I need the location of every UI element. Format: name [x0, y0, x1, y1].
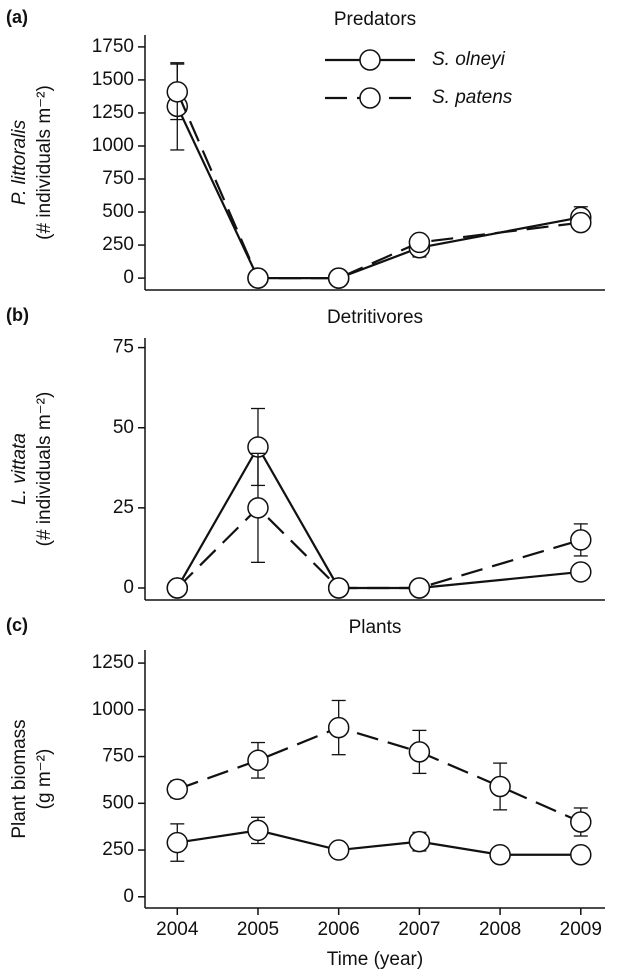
y-tick-label: 250: [102, 234, 134, 255]
y-tick-label: 75: [113, 337, 134, 358]
legend-marker: [359, 87, 381, 109]
y-tick-label: 0: [123, 577, 134, 598]
series-line: [176, 506, 582, 590]
legend-marker: [359, 49, 381, 71]
y-axis-label: P. littoralis: [9, 119, 30, 205]
marker: [570, 843, 592, 866]
y-tick-label: 500: [102, 201, 134, 222]
x-tick-label: 2004: [156, 919, 199, 940]
y-axis-label: Plant biomass: [9, 719, 30, 838]
marker: [570, 211, 592, 234]
y-tick-label: 50: [113, 417, 134, 438]
series-line: [176, 444, 581, 590]
marker: [489, 775, 511, 798]
y-axis-label: (# individuals m⁻²): [34, 392, 55, 547]
series-line: [176, 105, 581, 280]
panel-title: Detritivores: [327, 307, 423, 328]
marker: [489, 843, 511, 866]
marker: [327, 839, 350, 861]
marker: [408, 577, 431, 599]
x-tick-label: 2005: [237, 919, 279, 940]
panel-label: (b): [6, 305, 29, 325]
y-tick-label: 750: [102, 168, 134, 189]
x-tick-label: 2008: [479, 919, 521, 940]
panel-title: Predators: [334, 9, 416, 30]
series-line: [176, 91, 581, 280]
y-tick-label: 750: [102, 746, 134, 767]
marker: [247, 749, 269, 772]
x-axis-label: Time (year): [327, 949, 423, 970]
y-tick-label: 500: [102, 792, 134, 813]
x-tick-label: 2009: [560, 919, 602, 940]
series-line: [176, 726, 582, 824]
legend-label: S. olneyi: [432, 49, 506, 70]
marker: [247, 267, 269, 289]
marker: [408, 741, 431, 763]
y-tick-label: 25: [113, 497, 134, 518]
y-tick-label: 250: [102, 839, 134, 860]
marker: [247, 497, 269, 519]
series-line: [177, 829, 581, 856]
x-tick-label: 2007: [398, 919, 440, 940]
marker: [166, 778, 189, 801]
marker: [570, 561, 592, 583]
marker: [408, 830, 431, 853]
marker: [327, 267, 350, 289]
marker: [570, 811, 592, 833]
x-tick-label: 2006: [318, 919, 360, 940]
y-tick-label: 1750: [92, 36, 134, 57]
legend-label: S. patens: [432, 87, 513, 108]
panel-title: Plants: [349, 617, 402, 638]
y-tick-label: 1000: [92, 135, 134, 156]
marker: [408, 231, 431, 254]
marker: [327, 577, 350, 599]
panel-label: (c): [6, 615, 28, 635]
y-tick-label: 1500: [92, 69, 134, 90]
marker: [327, 716, 350, 739]
marker: [166, 577, 189, 599]
y-axis-label: (# individuals m⁻²): [34, 85, 55, 240]
marker: [166, 831, 189, 854]
y-tick-label: 1250: [92, 102, 134, 123]
y-tick-label: 0: [123, 886, 134, 907]
y-tick-label: 1250: [92, 652, 134, 673]
y-tick-label: 0: [123, 267, 134, 288]
marker: [247, 819, 269, 842]
marker: [570, 529, 592, 551]
y-axis-label: L. vittata: [9, 433, 30, 505]
panel-label: (a): [6, 7, 28, 27]
marker: [166, 81, 189, 103]
y-tick-label: 1000: [92, 699, 134, 720]
y-axis-label: (g m⁻²): [34, 749, 55, 810]
